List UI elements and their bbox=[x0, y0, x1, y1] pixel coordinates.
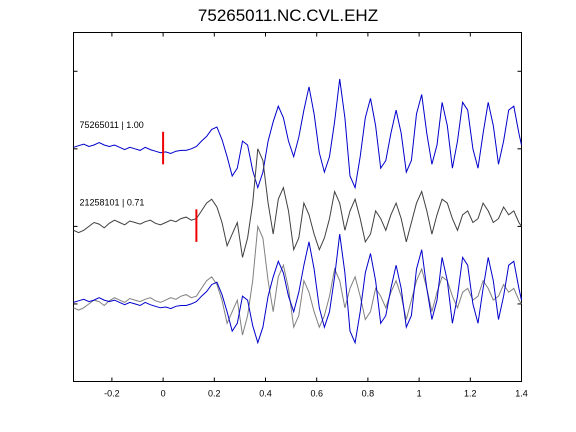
traces: 75265011 | 1.00 21258101 | 0.71 bbox=[73, 78, 522, 345]
plot-frame bbox=[73, 32, 522, 382]
x-tick-label: 1 bbox=[417, 389, 422, 399]
chart-title: 75265011.NC.CVL.EHZ bbox=[197, 6, 379, 25]
x-tick-label: 1.2 bbox=[464, 389, 477, 399]
x-tick-label: 0.2 bbox=[208, 389, 221, 399]
trace-event-2 bbox=[73, 148, 522, 258]
overlay-trace-event-2 bbox=[73, 224, 522, 336]
x-tick-label: 0.6 bbox=[310, 389, 323, 399]
trace-event-1 bbox=[73, 78, 522, 190]
trace-label-2: 21258101 | 0.71 bbox=[80, 197, 145, 207]
x-ticks: -0.2 0 0.2 0.4 0.6 0.8 1 1.2 1.4 bbox=[104, 32, 528, 399]
x-tick-label: 0 bbox=[161, 389, 166, 399]
overlay-trace-event-1 bbox=[73, 234, 522, 345]
y-ticks bbox=[73, 70, 522, 382]
trace-label-1: 75265011 | 1.00 bbox=[80, 120, 144, 130]
x-tick-label: 0.4 bbox=[259, 389, 272, 399]
x-tick-label: -0.2 bbox=[104, 389, 120, 399]
x-tick-label: 1.4 bbox=[515, 389, 528, 399]
x-tick-label: 0.8 bbox=[362, 389, 375, 399]
